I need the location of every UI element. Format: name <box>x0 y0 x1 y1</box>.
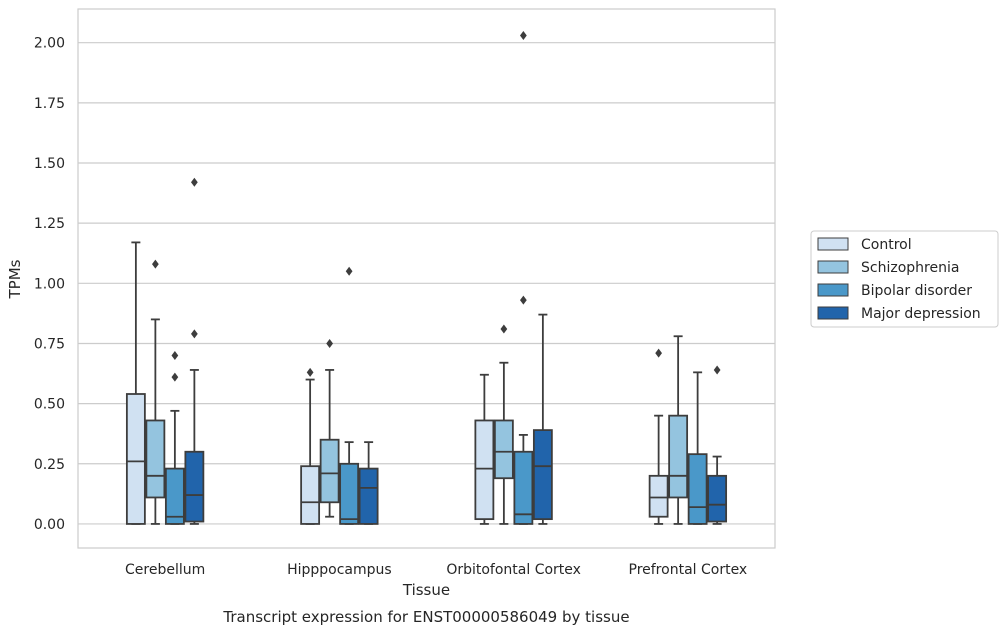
x-tick-labels: Cerebellum Hipppocampus Orbitofontal Corte… <box>125 562 747 578</box>
y-tick-labels: 0.00 0.25 0.50 0.75 1.00 1.25 1.50 1.75 2.00 <box>34 36 65 533</box>
box-rect <box>358 467 379 525</box>
outlier-point <box>345 266 353 276</box>
x-axis-label: Tissue <box>402 581 450 599</box>
box-rect <box>300 465 321 525</box>
legend-label: Bipolar disorder <box>861 283 972 299</box>
outlier-point <box>191 177 198 187</box>
box-rect <box>145 419 166 499</box>
box-1-0 <box>300 367 321 525</box>
box-rect <box>125 393 146 525</box>
box-rect <box>707 474 728 523</box>
y-tick-label: 0.00 <box>34 517 65 533</box>
box-group-3 <box>648 335 728 525</box>
legend-label: Control <box>861 237 912 253</box>
outlier-point <box>500 324 508 334</box>
box-rect <box>493 419 514 480</box>
box-rect <box>319 438 340 504</box>
outlier-point <box>713 365 721 375</box>
x-tick-label: Orbitofontal Cortex <box>446 562 581 578</box>
box-2-3 <box>532 313 553 525</box>
box-2-1 <box>493 324 514 525</box>
y-axis-label: TPMs <box>6 259 24 299</box>
y-tick-label: 1.00 <box>34 276 65 292</box>
box-rect <box>687 453 708 525</box>
box-rect <box>668 414 689 499</box>
box-group-2 <box>474 30 553 525</box>
box-2-2 <box>513 30 534 525</box>
box-group-0 <box>125 177 205 525</box>
y-tick-label: 1.75 <box>34 96 65 112</box>
outlier-point <box>655 348 662 358</box>
box-3-1 <box>668 335 689 525</box>
outlier-point <box>171 351 179 360</box>
box-3-3 <box>707 365 728 525</box>
box-rect <box>648 474 669 518</box>
box-rect <box>513 450 534 525</box>
outlier-point <box>191 329 198 339</box>
box-3-0 <box>648 348 669 525</box>
box-1-2 <box>339 266 360 525</box>
outlier-point <box>520 30 527 40</box>
legend-swatch <box>817 306 849 320</box>
legend: Control Schizophrenia Bipolar disorder Majo… <box>810 230 999 328</box>
box-rect <box>339 462 360 525</box>
legend-swatch <box>817 283 849 297</box>
box-0-0 <box>125 241 146 525</box>
legend-swatch <box>817 260 849 274</box>
box-rect <box>184 450 205 523</box>
legend-frame <box>810 230 999 328</box>
box-1-1 <box>319 338 340 518</box>
y-tick-label: 0.25 <box>34 457 65 473</box>
box-group-1 <box>300 266 379 525</box>
box-2-0 <box>474 373 495 525</box>
x-tick-label: Cerebellum <box>125 562 205 578</box>
legend-swatch <box>817 237 849 251</box>
box-rect <box>164 467 185 525</box>
x-tick-label: Prefrontal Cortex <box>629 562 748 578</box>
plot-area-frame <box>77 8 776 549</box>
box-0-1 <box>145 259 166 525</box>
y-tick-label: 1.50 <box>34 156 65 172</box>
outlier-point <box>306 367 314 377</box>
outlier-point <box>171 372 179 382</box>
y-tick-label: 0.75 <box>34 336 65 352</box>
legend-label: Major depression <box>861 306 981 322</box>
x-tick-label: Hipppocampus <box>287 562 392 578</box>
box-0-3 <box>184 177 205 525</box>
chart-caption: Transcript expression for ENST0000058604… <box>222 608 629 626</box>
y-tick-label: 2.00 <box>34 36 65 52</box>
outlier-point <box>520 295 527 305</box>
box-rect <box>532 429 553 521</box>
box-rect <box>474 419 495 521</box>
box-3-2 <box>687 371 708 525</box>
outlier-point <box>152 259 159 269</box>
outlier-point <box>326 338 333 348</box>
legend-label: Schizophrenia <box>861 260 959 276</box>
box-1-3 <box>358 441 379 525</box>
box-0-2 <box>164 351 185 525</box>
y-tick-label: 0.50 <box>34 397 65 413</box>
y-tick-label: 1.25 <box>34 216 65 232</box>
box-groups <box>125 30 728 525</box>
